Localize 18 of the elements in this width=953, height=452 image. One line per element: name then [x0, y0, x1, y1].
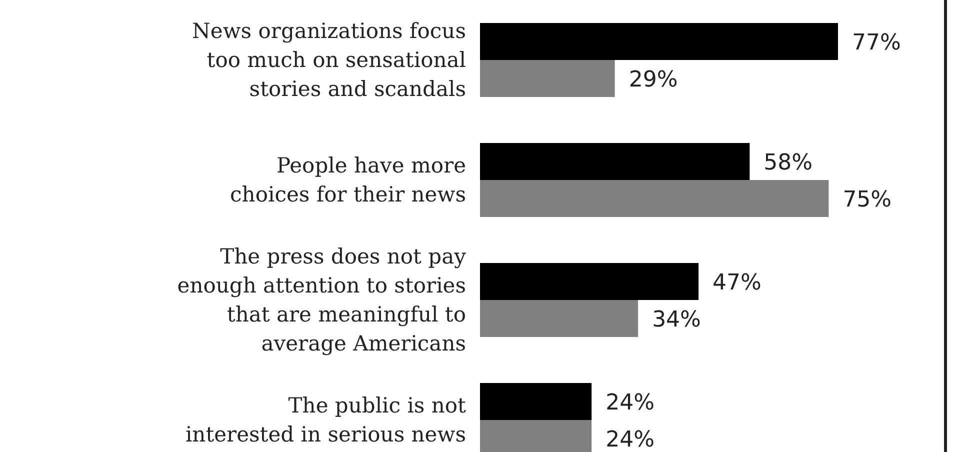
data-label: 47%: [712, 270, 762, 296]
data-label: 24%: [606, 427, 654, 452]
data-label: 24%: [606, 390, 654, 416]
y-tick-label: News organizations focus too much on sensational stories and scandals: [192, 19, 466, 101]
bar: [480, 143, 750, 180]
bar: [480, 300, 638, 337]
data-label: 77%: [852, 30, 901, 56]
data-label: 29%: [628, 67, 678, 92]
data-label: 75%: [842, 187, 892, 212]
data-label: 58%: [764, 150, 813, 176]
y-tick-label: The public is not interested in serious news: [185, 394, 467, 446]
bar: [480, 23, 838, 60]
bar: [480, 180, 829, 217]
y-tick-label: The press does not pay enough attention to stories that are meaningful to average Americans: [177, 244, 466, 356]
y-tick-label: People have more choices for their news: [230, 154, 466, 206]
bar: [480, 263, 699, 300]
bar: [480, 60, 615, 97]
data-label: 34%: [652, 307, 701, 332]
